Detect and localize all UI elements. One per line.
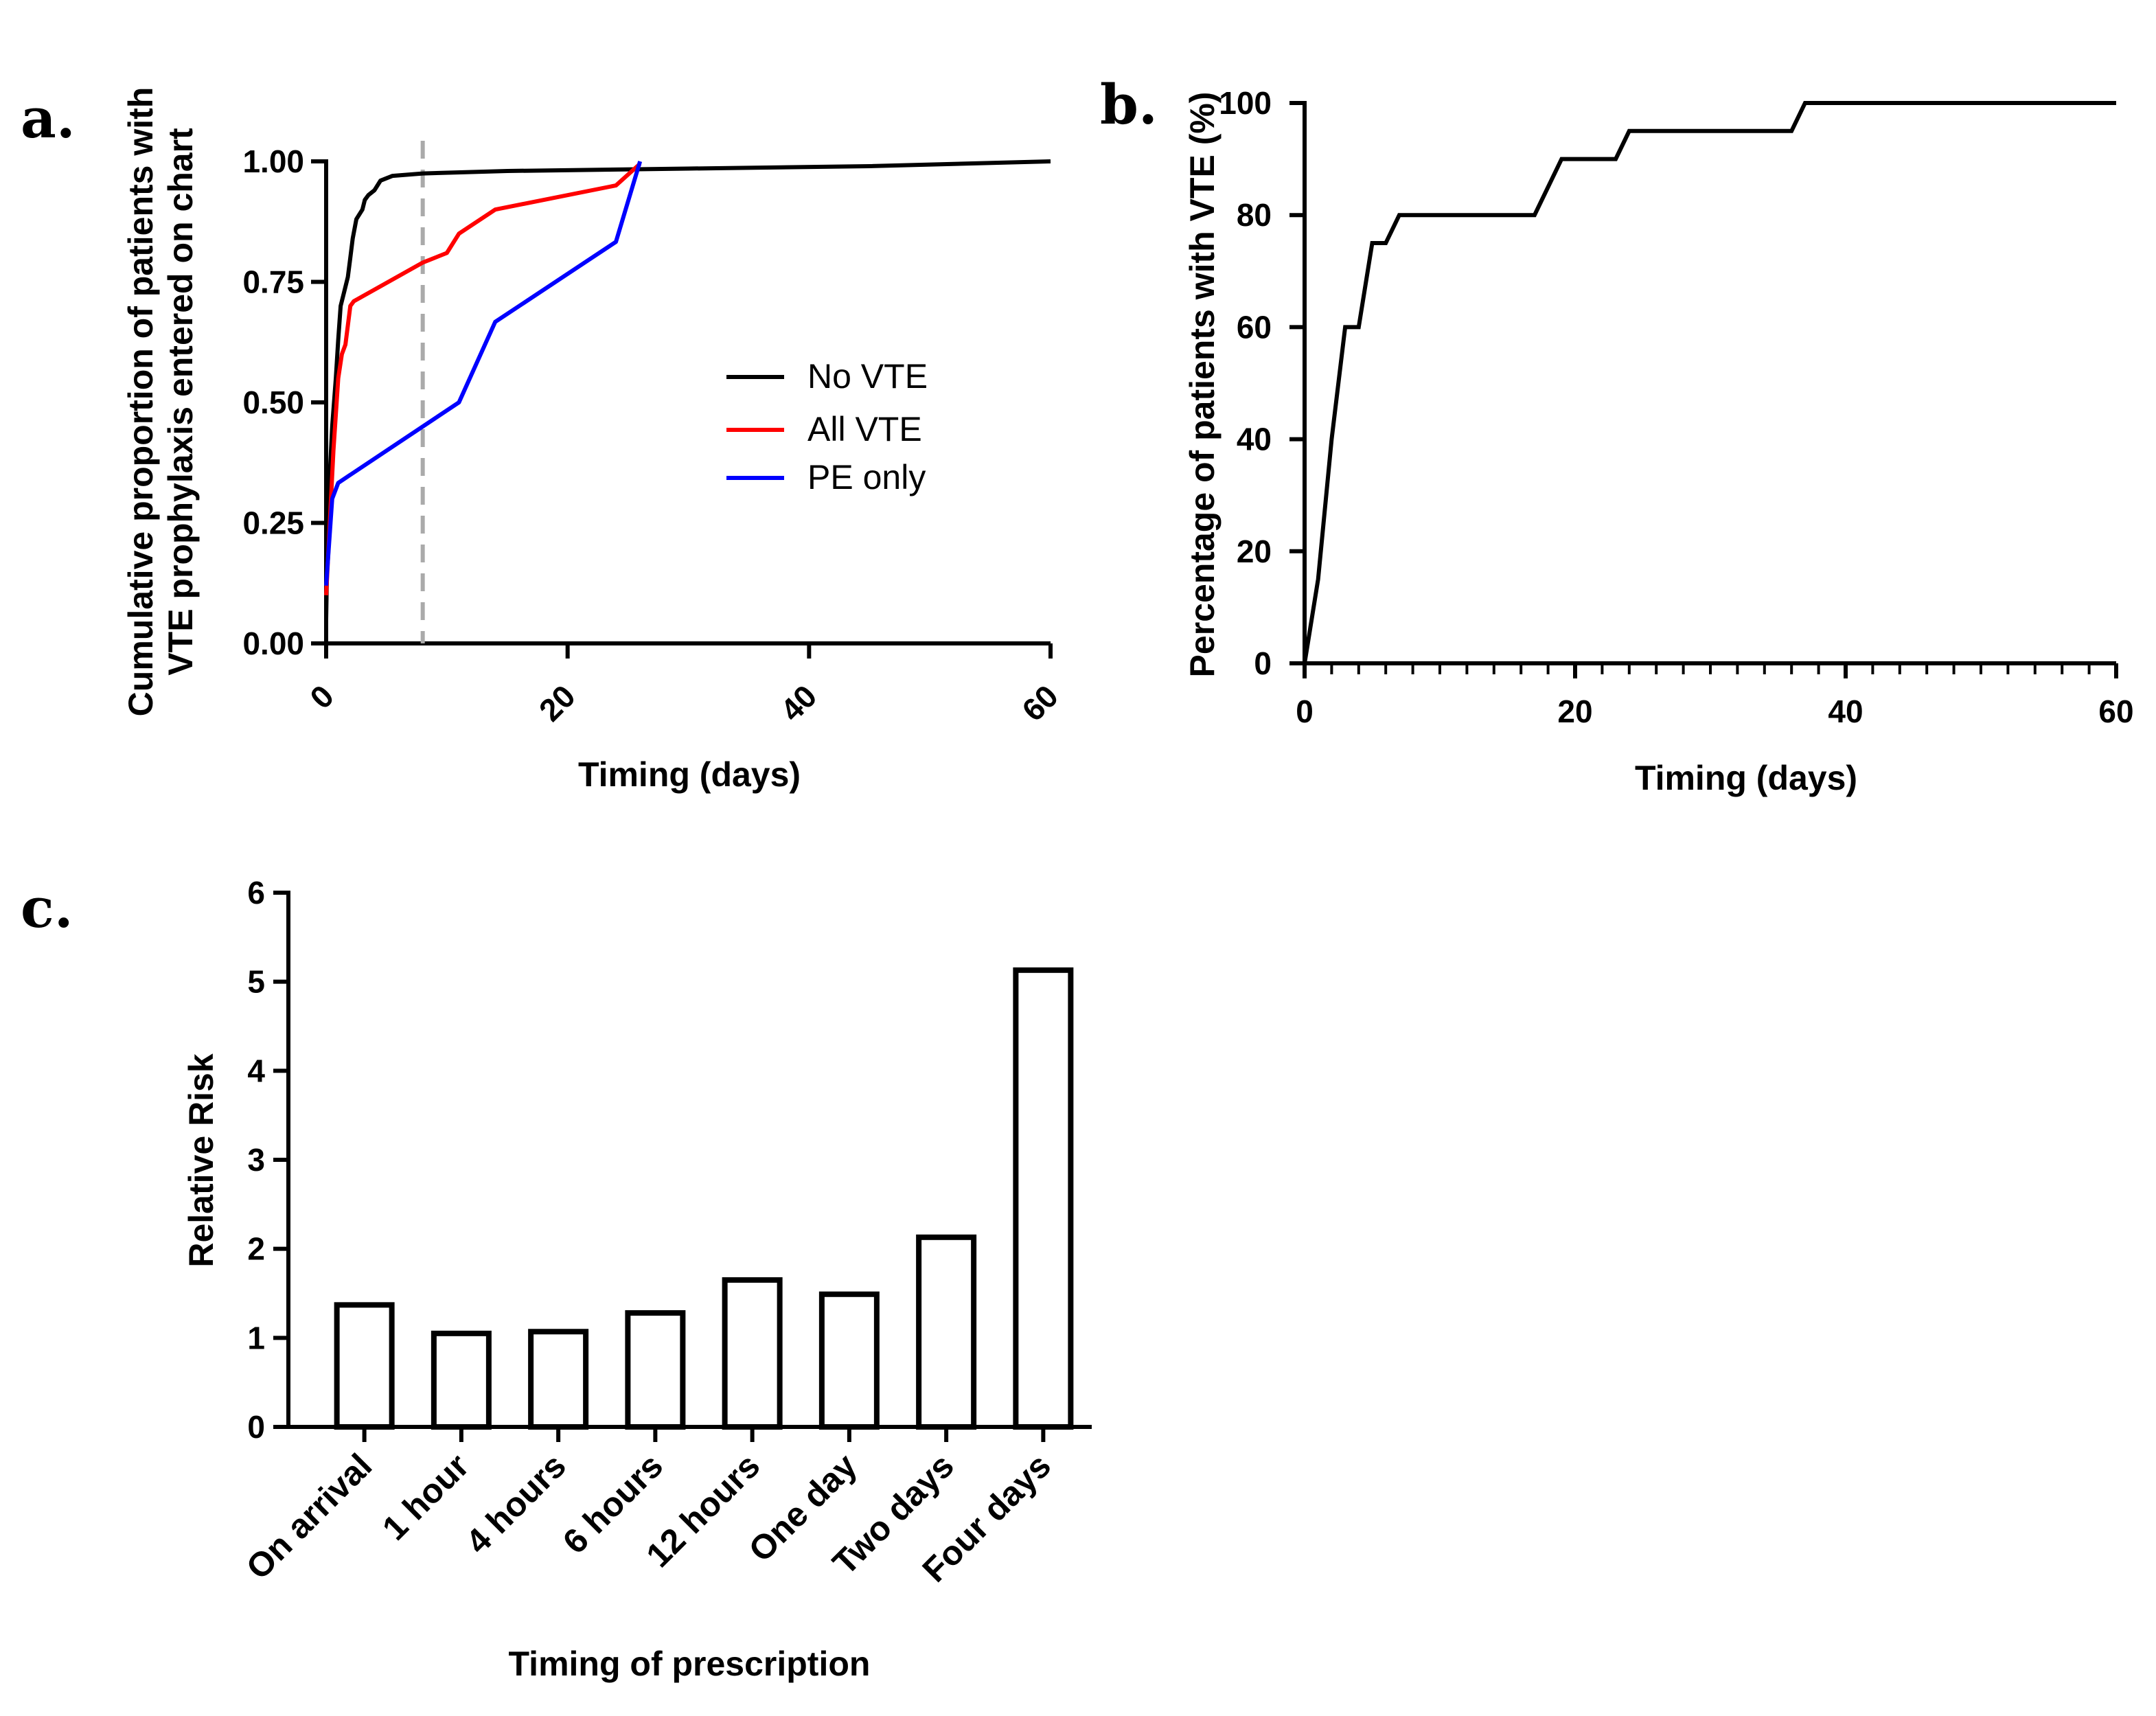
chart-c-y-tick-label: 6	[247, 875, 265, 911]
chart-b-y-tick-label: 20	[1237, 534, 1272, 569]
bar-four-days	[1013, 967, 1074, 1430]
chart-c-y-tick-label: 2	[247, 1231, 265, 1267]
chart-b-x-tick-label: 40	[1828, 694, 1863, 729]
chart-c-bars	[334, 967, 1074, 1430]
legend-label-all-vte: All VTE	[807, 410, 922, 448]
chart-c-y-tick-label: 0	[247, 1409, 265, 1445]
chart-a-cumulative-proportion: 0.00 0.25 0.50 0.75 1.00 0 20 40 60 No VTE All VT…	[122, 87, 1065, 794]
legend-label-no-vte: No VTE	[807, 357, 928, 396]
bar-4-hours	[528, 1329, 589, 1430]
chart-a-y-tick-label: 0.25	[242, 505, 304, 541]
panel-label-b: b.	[1100, 72, 1158, 137]
chart-c-x-tick-label: On arrival	[239, 1446, 380, 1587]
chart-c-y-tick-label: 1	[247, 1320, 265, 1355]
bar-one-day	[818, 1291, 880, 1430]
panel-label-c: c.	[21, 876, 73, 940]
chart-b-x-tick-label: 60	[2098, 694, 2133, 729]
series-line-pe-only	[324, 161, 643, 586]
chart-a-y-axis-title-line: Cumulative proportion of patients with	[122, 87, 160, 717]
chart-a-x-tick-label: 40	[773, 678, 823, 728]
chart-a-axes: 0.00 0.25 0.50 0.75 1.00 0 20 40 60	[242, 144, 1065, 728]
chart-b-series	[1303, 101, 2116, 664]
chart-b-y-tick-label: 100	[1219, 85, 1272, 121]
chart-b-x-tick-label: 0	[1296, 694, 1314, 729]
chart-a-y-axis-title: Cumulative proportion of patients with VT…	[122, 87, 200, 717]
chart-a-x-tick-label: 20	[532, 678, 582, 728]
chart-b-x-tick-label: 20	[1557, 694, 1592, 729]
chart-b-x-axis-title: Timing (days)	[1635, 759, 1857, 797]
series-line-no-vte	[324, 159, 1051, 619]
chart-b-y-tick-label: 60	[1237, 309, 1272, 345]
series-line-vte	[1303, 101, 2116, 664]
panel-label-a: a.	[21, 86, 76, 150]
bar-1-hour	[431, 1330, 492, 1430]
chart-a-x-axis-title: Timing (days)	[578, 755, 801, 794]
chart-b-axes: 0 20 40 60 80 100 0 20 40 60	[1219, 85, 2133, 729]
chart-b-y-tick-label: 80	[1237, 197, 1272, 233]
chart-b-y-tick-label: 40	[1237, 422, 1272, 457]
chart-a-y-tick-label: 0.75	[242, 264, 304, 300]
chart-c-x-tick-label: 4 hours	[459, 1446, 573, 1561]
chart-a-y-axis-title-line: VTE prophylaxis entered on chart	[161, 128, 200, 676]
chart-c-x-axis-title: Timing of prescription	[509, 1645, 871, 1683]
legend-label-pe-only: PE only	[807, 458, 926, 496]
chart-a-y-tick-label: 1.00	[242, 144, 304, 179]
chart-c-y-tick-label: 3	[247, 1142, 265, 1178]
chart-a-x-tick-label: 0	[303, 678, 341, 716]
chart-c-y-axis-title: Relative Risk	[182, 1053, 220, 1267]
chart-a-legend: No VTE All VTE PE only	[726, 357, 928, 496]
chart-c-y-tick-label: 5	[247, 964, 265, 1000]
chart-b-y-tick-label: 0	[1254, 645, 1272, 681]
bar-two-days	[916, 1234, 977, 1430]
bar-12-hours	[722, 1277, 783, 1430]
chart-b-y-axis-title: Percentage of patients with VTE (%)	[1183, 92, 1222, 678]
chart-a-y-tick-label: 0.00	[242, 626, 304, 661]
chart-a-series	[324, 159, 1051, 619]
chart-a-x-tick-label: 60	[1015, 678, 1065, 728]
bar-6-hours	[625, 1310, 686, 1430]
chart-b-percentage-vte: 0 20 40 60 80 100 0 20 40 60 Timing (days) Percen…	[1183, 85, 2134, 797]
bar-on-arrival	[334, 1302, 395, 1430]
chart-c-y-tick-label: 4	[247, 1053, 265, 1088]
chart-a-y-tick-label: 0.50	[242, 385, 304, 420]
series-line-all-vte	[324, 162, 642, 595]
